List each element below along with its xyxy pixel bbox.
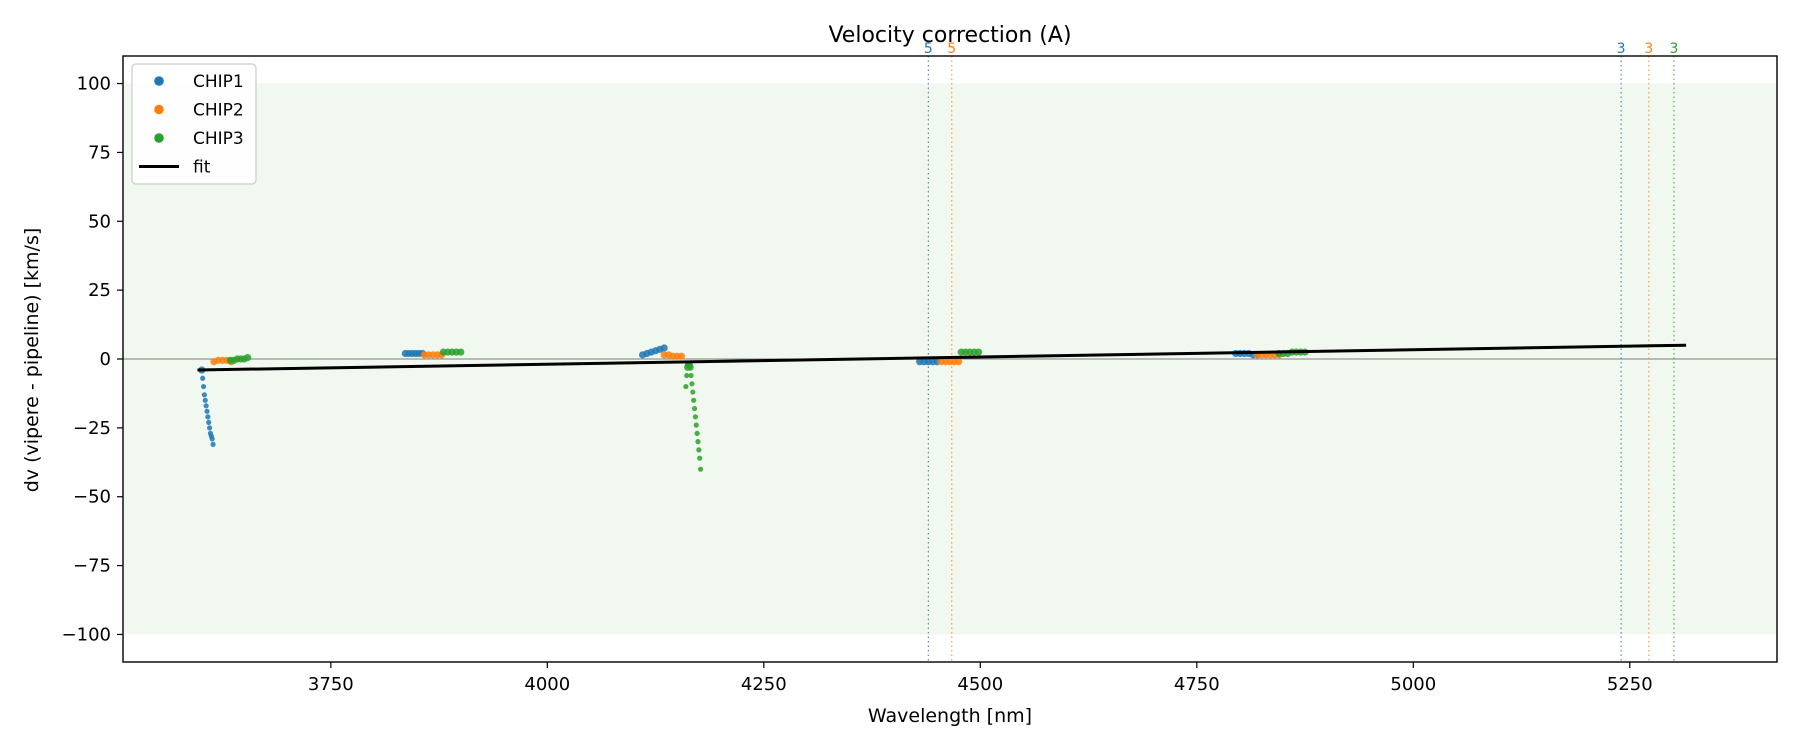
- y-tick-label: 50: [88, 211, 111, 232]
- data-point-chip3: [693, 422, 699, 428]
- data-point-chip1: [202, 397, 208, 403]
- y-tick-label: 100: [77, 74, 111, 95]
- data-point-chip1: [206, 425, 213, 431]
- data-point-chip1: [205, 414, 211, 420]
- x-tick-label: 5250: [1607, 674, 1653, 695]
- y-tick-label: −50: [73, 487, 111, 508]
- chart-title: Velocity correction (A): [828, 23, 1071, 48]
- data-point-chip1: [206, 419, 212, 425]
- data-point-chip1: [203, 403, 209, 409]
- data-point-chip1: [201, 392, 208, 398]
- x-axis-label: Wavelength [nm]: [868, 705, 1032, 727]
- legend: CHIP1 CHIP2 CHIP3 fit: [131, 63, 257, 185]
- data-point-chip3: [698, 466, 704, 472]
- data-point-chip3: [686, 363, 694, 371]
- order-marker-label: 5: [947, 41, 956, 57]
- data-point-chip3: [974, 348, 983, 356]
- x-tick-label: 4500: [957, 674, 1003, 695]
- data-point-chip3: [691, 397, 697, 403]
- y-tick-label: −100: [62, 624, 111, 645]
- order-marker-label: 3: [1644, 41, 1653, 57]
- data-point-chip1: [660, 344, 668, 352]
- data-point-chip2: [677, 352, 686, 360]
- data-point-chip3: [697, 455, 703, 461]
- data-points: [198, 344, 1309, 472]
- data-point-chip3: [695, 439, 701, 445]
- order-marker-label: 5: [924, 41, 933, 57]
- legend-box: [131, 63, 257, 185]
- legend-label-chip1: CHIP1: [193, 72, 244, 92]
- data-point-chip3: [457, 348, 465, 356]
- y-tick-label: −75: [73, 556, 111, 577]
- fit-line: [197, 343, 1687, 372]
- y-tick-label: 0: [100, 349, 111, 370]
- data-point-chip3: [691, 405, 698, 412]
- data-point-chip1: [204, 408, 210, 414]
- y-tick-label: 75: [88, 142, 111, 163]
- legend-label-chip2: CHIP2: [193, 101, 244, 121]
- data-point-chip1: [200, 383, 207, 390]
- legend-chip1-swatch: [154, 76, 164, 86]
- legend-label-chip3: CHIP3: [193, 129, 244, 149]
- data-point-chip3: [690, 389, 696, 395]
- data-point-chip3: [692, 414, 699, 420]
- order-marker-label: 3: [1617, 41, 1626, 57]
- data-point-chip3: [683, 383, 689, 390]
- y-axis-label: dv (vipere - pipeline) [km/s]: [21, 228, 43, 493]
- x-tick-label: 5000: [1390, 674, 1436, 695]
- data-point-chip1: [209, 436, 215, 442]
- legend-chip3-swatch: [154, 133, 164, 143]
- order-marker-label: 3: [1669, 41, 1678, 57]
- data-point-chip3: [684, 372, 690, 379]
- data-point-chip3: [694, 430, 700, 436]
- x-tick-label: 4750: [1174, 674, 1220, 695]
- x-tick-label: 3750: [308, 674, 354, 695]
- data-point-chip3: [696, 447, 702, 453]
- data-point-chip3: [689, 381, 695, 387]
- legend-chip2-swatch: [154, 104, 164, 115]
- y-tick-label: −25: [73, 418, 111, 439]
- data-point-chip1: [210, 441, 216, 447]
- data-point-chip3: [688, 372, 694, 379]
- data-point-chip1: [200, 375, 206, 381]
- x-tick-label: 4250: [741, 674, 787, 695]
- data-point-chip2: [955, 358, 963, 366]
- y-tick-label: 25: [88, 280, 111, 301]
- x-tick-label: 4000: [524, 674, 570, 695]
- legend-label-fit: fit: [193, 158, 211, 178]
- data-point-chip3: [244, 354, 252, 362]
